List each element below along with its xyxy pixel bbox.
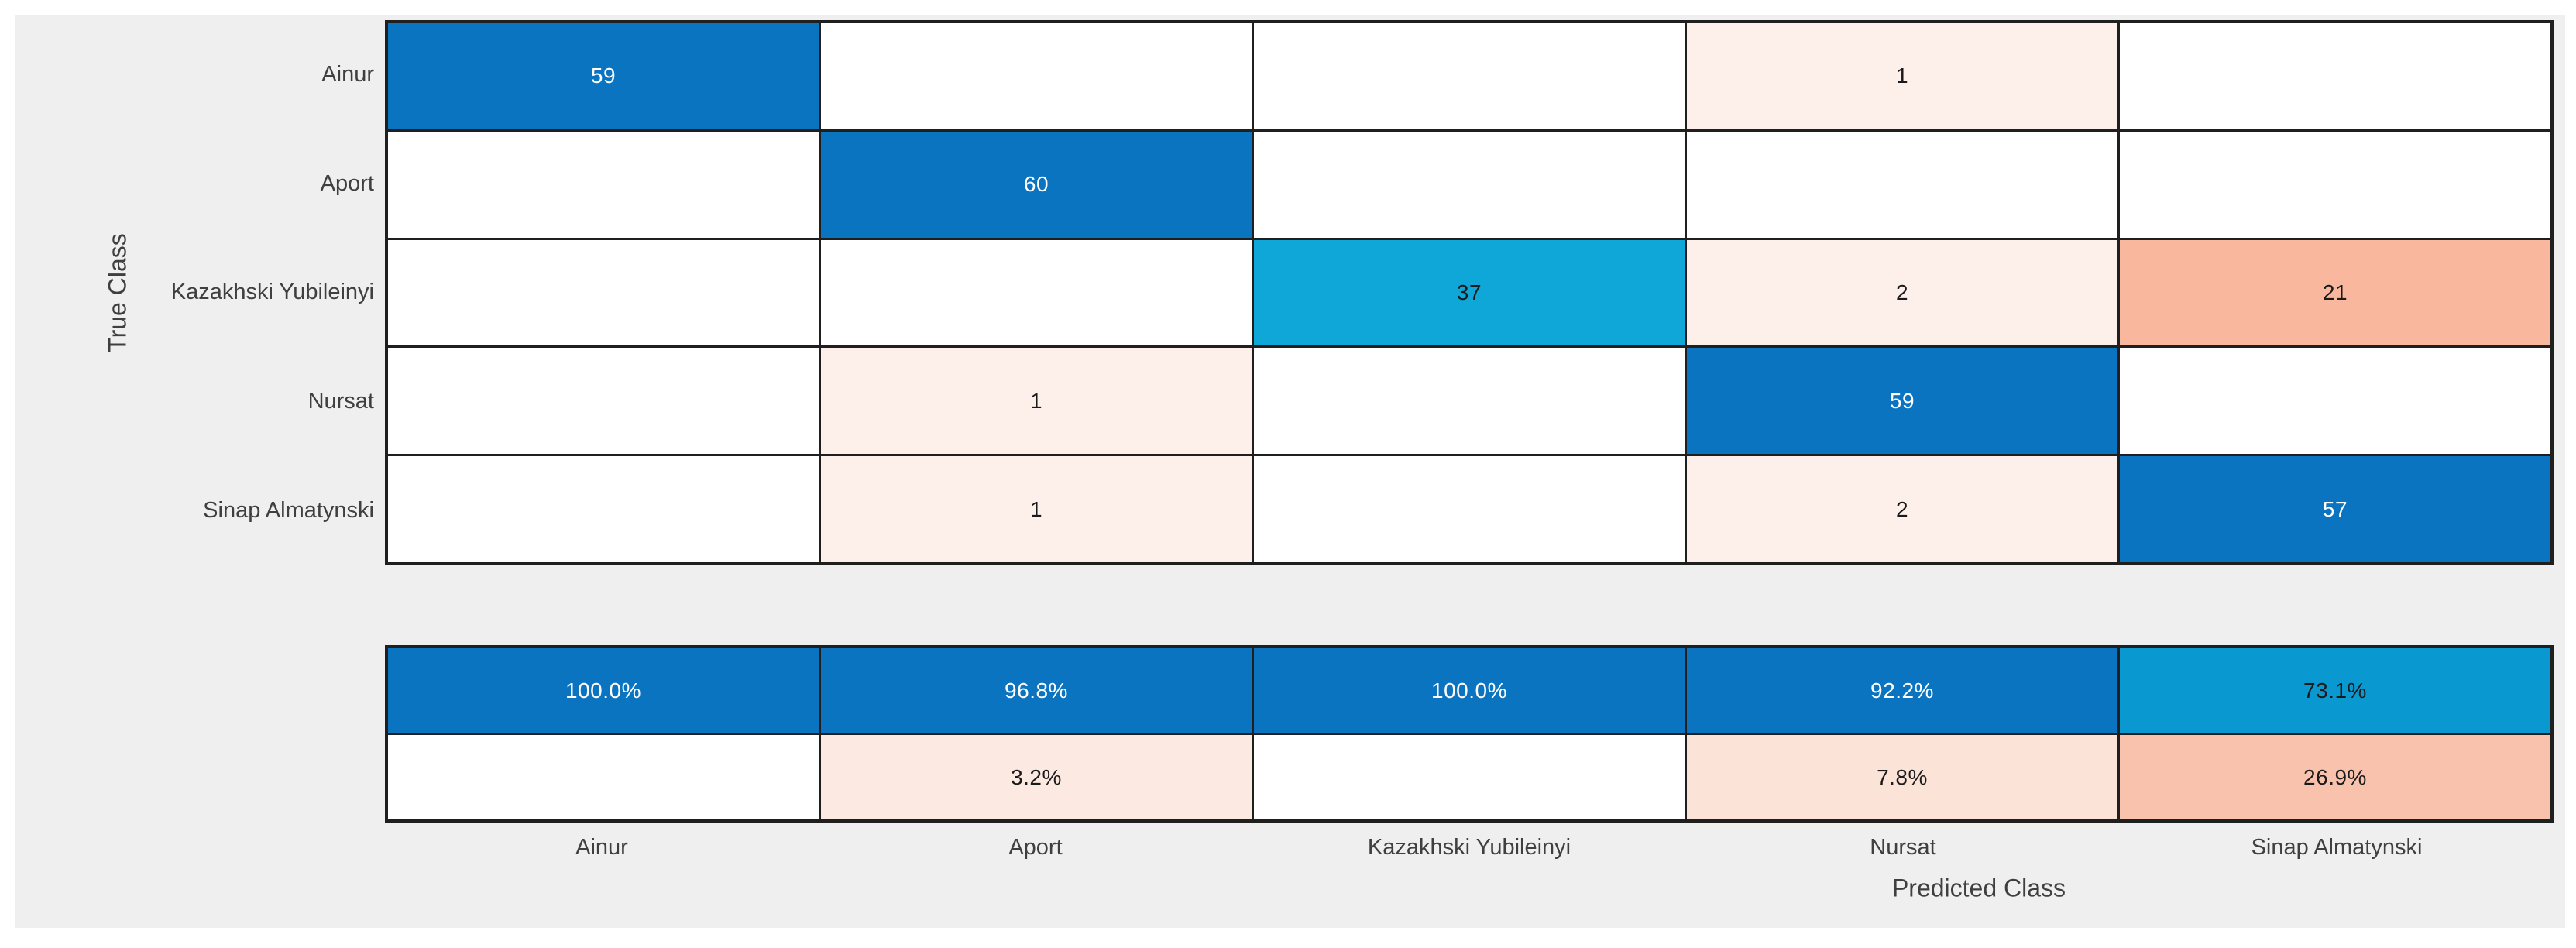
matrix-cell	[388, 239, 819, 346]
x-axis-label: Predicted Class	[1891, 874, 2066, 902]
y-tick-labels: Ainur Aport Kazakhski Yubileinyi Nursat Sina…	[0, 20, 374, 565]
column-summary-cell: 7.8%	[1687, 735, 2117, 819]
matrix-cell: 1	[821, 456, 1252, 562]
matrix-cell: 1	[821, 348, 1252, 455]
matrix-cell: 60	[821, 131, 1252, 238]
matrix-cell	[2120, 131, 2550, 238]
matrix-cell	[2120, 23, 2550, 129]
matrix-cell: 1	[1687, 23, 2117, 129]
x-tick-label: Ainur	[575, 835, 628, 860]
column-summary-cell: 92.2%	[1687, 648, 2117, 733]
y-tick-label: Kazakhski Yubileinyi	[170, 280, 374, 305]
y-tick-label: Sinap Almatynski	[203, 498, 374, 524]
y-tick-label: Nursat	[307, 389, 374, 414]
column-summary-cell: 96.8%	[821, 648, 1252, 733]
matrix-cell	[388, 131, 819, 238]
matrix-cell	[821, 239, 1252, 346]
x-tick-label: Sinap Almatynski	[2251, 835, 2423, 860]
matrix-cell: 57	[2120, 456, 2550, 562]
matrix-cell	[1254, 456, 1685, 562]
x-tick-label: Nursat	[1870, 835, 1936, 860]
matrix-cell	[1254, 348, 1685, 455]
confusion-matrix-grid: 59 1 60 37 2 21 1 59 1 2 57	[385, 20, 2554, 565]
x-tick-labels: Ainur Aport Kazakhski Yubileinyi Nursat Sina…	[385, 835, 2554, 866]
column-summary-cell	[388, 735, 819, 819]
matrix-cell: 37	[1254, 239, 1685, 346]
column-summary-cell: 73.1%	[2120, 648, 2550, 733]
matrix-cell	[388, 456, 819, 562]
matrix-cell	[2120, 348, 2550, 455]
matrix-cell: 21	[2120, 239, 2550, 346]
x-tick-label: Aport	[1008, 835, 1063, 860]
matrix-cell	[1254, 23, 1685, 129]
column-summary-grid: 100.0% 96.8% 100.0% 92.2% 73.1% 3.2% 7.8% 26.9%	[385, 645, 2554, 823]
matrix-cell	[388, 348, 819, 455]
column-summary-cell: 100.0%	[1254, 648, 1685, 733]
y-tick-label: Ainur	[321, 61, 374, 87]
x-tick-label: Kazakhski Yubileinyi	[1367, 835, 1571, 860]
column-summary-cell: 3.2%	[821, 735, 1252, 819]
column-summary-cell: 26.9%	[2120, 735, 2550, 819]
matrix-cell	[1254, 131, 1685, 238]
matrix-cell	[1687, 131, 2117, 238]
matrix-cell: 2	[1687, 456, 2117, 562]
column-summary-cell	[1254, 735, 1685, 819]
matrix-cell: 2	[1687, 239, 2117, 346]
y-tick-label: Aport	[320, 170, 374, 196]
matrix-cell	[821, 23, 1252, 129]
column-summary-cell: 100.0%	[388, 648, 819, 733]
matrix-cell: 59	[1687, 348, 2117, 455]
matrix-cell: 59	[388, 23, 819, 129]
